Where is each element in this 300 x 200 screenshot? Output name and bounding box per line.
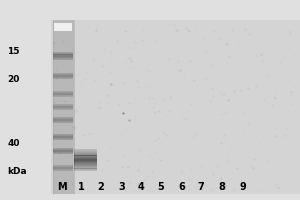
Bar <box>53 150 73 151</box>
Bar <box>74 152 97 153</box>
Bar <box>74 158 97 159</box>
Bar <box>74 159 97 160</box>
Bar <box>53 138 73 139</box>
Bar <box>53 57 73 58</box>
Bar <box>74 164 97 165</box>
Bar <box>74 150 97 151</box>
Text: 4: 4 <box>138 182 144 192</box>
Bar <box>53 78 73 79</box>
Bar <box>53 91 73 92</box>
Bar <box>74 168 97 169</box>
Bar <box>53 170 73 171</box>
Bar <box>53 104 73 105</box>
Bar <box>53 74 73 75</box>
Bar <box>53 117 73 118</box>
Text: 6: 6 <box>178 182 185 192</box>
Bar <box>53 152 73 153</box>
Bar <box>51 20 300 194</box>
Bar <box>53 165 73 166</box>
Bar <box>53 54 73 55</box>
Bar <box>53 151 73 152</box>
Bar <box>53 55 73 56</box>
Bar <box>53 108 73 109</box>
Bar <box>53 119 73 120</box>
Text: 7: 7 <box>198 182 204 192</box>
Bar <box>74 151 97 152</box>
Text: 8: 8 <box>219 182 225 192</box>
Bar <box>53 135 73 136</box>
Text: 9: 9 <box>240 182 246 192</box>
Bar <box>53 118 73 119</box>
Bar <box>74 155 97 156</box>
Bar <box>53 166 73 167</box>
Bar <box>74 169 97 170</box>
Bar <box>53 169 73 170</box>
Bar <box>53 109 73 110</box>
Bar <box>53 95 73 96</box>
Text: M: M <box>57 182 66 192</box>
Bar <box>74 163 97 164</box>
Bar <box>53 139 73 140</box>
Bar <box>53 56 73 57</box>
Text: 40: 40 <box>8 140 20 148</box>
Bar <box>53 76 73 77</box>
Bar <box>53 92 73 93</box>
Bar <box>74 165 97 166</box>
Bar <box>74 161 97 162</box>
Bar <box>54 23 72 31</box>
Text: 2: 2 <box>97 182 104 192</box>
Bar <box>74 157 97 158</box>
Bar <box>53 58 73 59</box>
Bar <box>53 77 73 78</box>
Bar <box>53 54 73 55</box>
Bar <box>74 154 97 155</box>
Bar <box>74 168 97 169</box>
Bar <box>74 170 97 171</box>
Bar <box>53 168 73 169</box>
Bar <box>53 94 73 95</box>
Bar <box>53 137 73 138</box>
Bar <box>53 121 73 122</box>
Bar <box>53 52 73 53</box>
Bar <box>53 148 73 149</box>
Text: kDa: kDa <box>8 168 27 176</box>
Bar <box>53 75 73 76</box>
Text: 5: 5 <box>157 182 164 192</box>
Bar <box>74 153 97 154</box>
Text: 3: 3 <box>118 182 125 192</box>
Bar <box>74 155 97 156</box>
Bar <box>74 166 97 167</box>
Bar <box>74 149 97 150</box>
Bar <box>53 96 73 97</box>
Bar <box>53 106 73 107</box>
Text: 20: 20 <box>8 75 20 84</box>
Bar <box>53 120 73 121</box>
Bar <box>74 162 97 163</box>
Bar <box>74 160 97 161</box>
Bar <box>52 20 74 194</box>
Bar <box>53 73 73 74</box>
Bar <box>53 53 73 54</box>
Bar <box>53 134 73 135</box>
Bar <box>53 107 73 108</box>
Bar <box>74 167 97 168</box>
Bar <box>53 105 73 106</box>
Text: 15: 15 <box>8 47 20 56</box>
Text: 1: 1 <box>78 182 84 192</box>
Bar <box>53 149 73 150</box>
Bar <box>74 156 97 157</box>
Bar <box>53 93 73 94</box>
Bar <box>53 122 73 123</box>
Bar <box>53 153 73 154</box>
Bar <box>53 167 73 168</box>
Bar <box>53 59 73 60</box>
Bar <box>53 136 73 137</box>
